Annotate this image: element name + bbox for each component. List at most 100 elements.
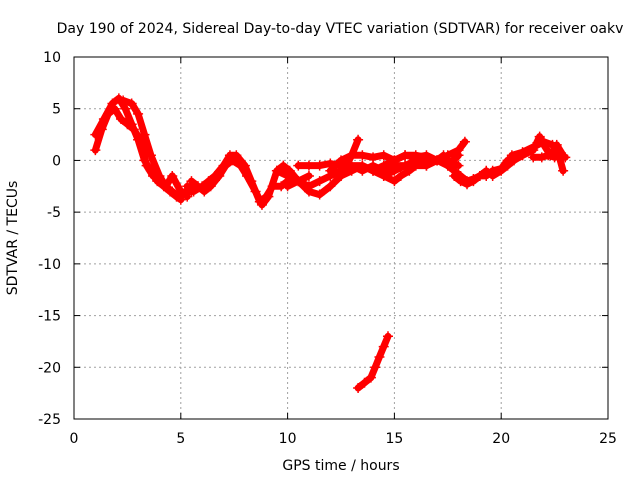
- data-point: [528, 152, 539, 163]
- data-point: [365, 372, 376, 383]
- data-point: [303, 160, 314, 171]
- data-series: [90, 93, 571, 393]
- data-point: [314, 160, 325, 171]
- series-track-3: [119, 96, 191, 201]
- data-point: [205, 181, 216, 192]
- data-point: [90, 129, 101, 140]
- data-point: [481, 170, 492, 181]
- data-point: [242, 170, 253, 181]
- data-point: [325, 181, 336, 192]
- data-point: [133, 134, 144, 145]
- data-point: [438, 150, 449, 161]
- data-point: [400, 160, 411, 171]
- data-point: [357, 160, 368, 171]
- data-point: [357, 150, 368, 161]
- data-point: [145, 150, 156, 161]
- x-tick-label: 25: [599, 431, 617, 447]
- y-tick-label: -10: [38, 257, 61, 273]
- data-point: [336, 155, 346, 166]
- data-point: [534, 131, 545, 142]
- y-tick-label: 5: [52, 102, 61, 118]
- data-point: [543, 150, 554, 161]
- data-point: [517, 150, 528, 161]
- x-tick-label: 5: [176, 431, 185, 447]
- data-point: [346, 165, 357, 176]
- data-point: [293, 176, 304, 187]
- data-point: [199, 186, 210, 197]
- data-point: [353, 134, 364, 145]
- plot-frame: [73, 56, 609, 420]
- data-point: [192, 181, 203, 192]
- data-point: [506, 150, 517, 161]
- data-point: [303, 170, 314, 181]
- data-point: [442, 160, 453, 171]
- data-point: [487, 165, 498, 176]
- data-point: [389, 155, 400, 166]
- data-point: [382, 331, 393, 342]
- data-point: [468, 176, 479, 187]
- data-point: [374, 351, 385, 362]
- data-point: [353, 382, 364, 393]
- data-point: [389, 176, 400, 187]
- x-tick-label: 0: [70, 431, 79, 447]
- x-tick-label: 10: [279, 431, 297, 447]
- data-point: [459, 136, 470, 147]
- data-point: [378, 160, 389, 171]
- data-point: [378, 170, 389, 181]
- data-point: [449, 170, 460, 181]
- data-point: [188, 186, 199, 197]
- data-point: [263, 191, 274, 202]
- data-point: [126, 98, 137, 109]
- y-tick-label: 0: [52, 153, 61, 169]
- data-point: [502, 155, 513, 166]
- data-point: [558, 165, 569, 176]
- data-point: [314, 189, 325, 200]
- data-point: [107, 98, 118, 109]
- data-point: [175, 186, 186, 197]
- data-point: [395, 170, 406, 181]
- data-point: [227, 155, 238, 166]
- data-point: [404, 165, 415, 176]
- data-point: [368, 165, 379, 176]
- data-point: [462, 179, 473, 190]
- data-point: [133, 108, 144, 119]
- data-point: [400, 150, 411, 161]
- data-point: [536, 152, 547, 163]
- x-axis-label: GPS time / hours: [282, 458, 399, 474]
- data-point: [282, 181, 293, 192]
- data-point: [90, 145, 101, 156]
- data-point: [410, 160, 421, 171]
- data-point: [336, 170, 346, 181]
- data-point: [378, 341, 389, 352]
- data-point: [496, 163, 507, 174]
- data-point: [186, 176, 197, 187]
- x-tick-label: 15: [385, 431, 403, 447]
- data-point: [325, 165, 336, 176]
- chart-title: Day 190 of 2024, Sidereal Day-to-day VTE…: [57, 21, 624, 37]
- y-tick-label: -5: [47, 205, 61, 221]
- data-point: [368, 152, 379, 163]
- data-point: [271, 165, 282, 176]
- data-point: [551, 139, 562, 150]
- y-axis-label: SDTVAR / TECUs: [5, 181, 21, 296]
- data-point: [432, 155, 443, 166]
- data-point: [98, 114, 109, 125]
- data-point: [453, 160, 464, 171]
- data-point: [359, 377, 370, 388]
- data-point: [220, 160, 231, 171]
- data-point: [278, 160, 289, 171]
- data-point: [160, 181, 171, 192]
- data-point: [556, 150, 567, 161]
- data-point: [538, 139, 549, 150]
- data-point: [154, 170, 165, 181]
- y-tick-label: -25: [38, 412, 61, 428]
- data-point: [346, 150, 357, 161]
- data-point: [378, 150, 389, 161]
- data-point: [250, 186, 261, 197]
- data-point: [235, 160, 246, 171]
- data-point: [282, 170, 293, 181]
- y-tick-label: -20: [38, 360, 61, 376]
- data-point: [370, 362, 381, 373]
- data-point: [214, 170, 225, 181]
